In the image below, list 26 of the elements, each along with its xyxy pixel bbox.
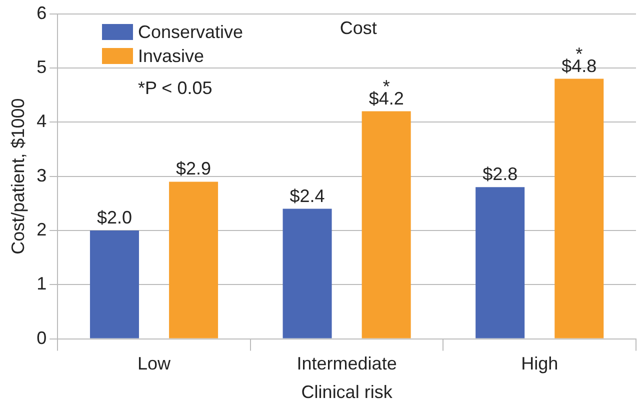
y-tick-label: 5 — [36, 56, 47, 77]
legend-label: Invasive — [138, 46, 204, 66]
data-label: $2.0 — [96, 207, 132, 228]
bar — [554, 78, 604, 338]
y-axis-title: Cost/patient, $1000 — [8, 98, 28, 254]
chart-title: Cost — [340, 18, 377, 38]
y-tick-label: 0 — [36, 328, 47, 348]
x-tick-label: Intermediate — [296, 354, 397, 374]
data-label: $2.9 — [176, 158, 212, 179]
y-tick-label: 1 — [36, 274, 47, 294]
bar — [90, 230, 139, 338]
data-label: $2.8 — [482, 164, 518, 184]
y-tick-label: 6 — [36, 2, 47, 23]
x-axis-title: Clinical risk — [301, 382, 394, 402]
bar — [476, 187, 525, 338]
y-tick-label: 4 — [36, 111, 47, 132]
bar — [362, 111, 411, 338]
data-label: $2.4 — [290, 186, 325, 206]
legend-label: Conservative — [138, 22, 244, 42]
bar — [282, 208, 332, 338]
bar — [169, 182, 218, 338]
y-tick-label: 3 — [36, 165, 47, 186]
y-tick-label: 2 — [36, 219, 47, 240]
x-tick-label: High — [521, 354, 558, 374]
x-tick-label: Low — [137, 354, 172, 374]
annotation: *P < 0.05 — [138, 78, 212, 99]
